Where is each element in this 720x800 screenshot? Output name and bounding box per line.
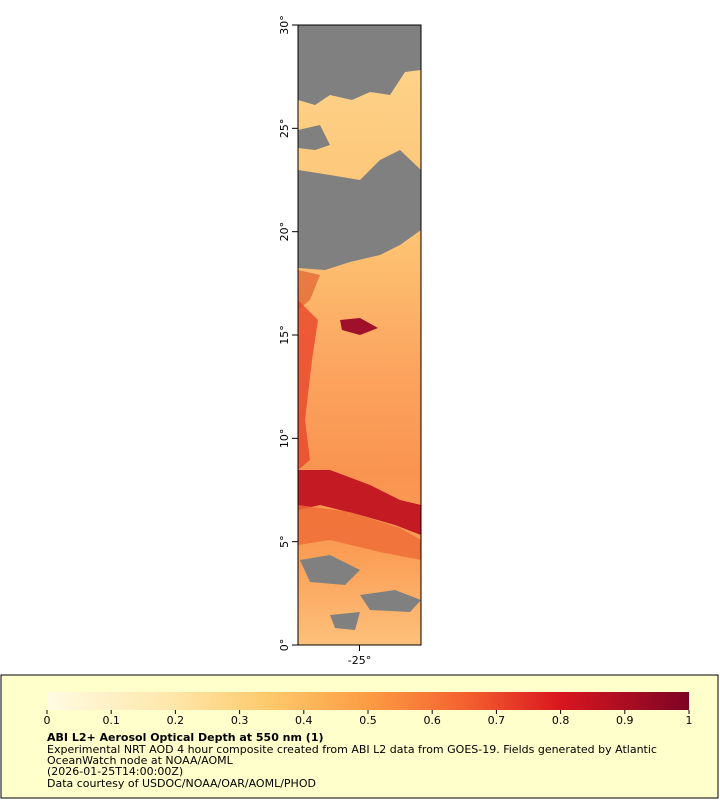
colorbar-tick-label: 0.1 bbox=[102, 714, 120, 727]
colorbar-axis: 0 0.1 0.2 0.3 0.4 0.5 0.6 0.7 0.8 0.9 1 bbox=[44, 710, 693, 727]
lat-tick-label: 5° bbox=[278, 535, 291, 548]
colorbar-tick-label: 0.4 bbox=[295, 714, 313, 727]
legend-line: Data courtesy of USDOC/NOAA/OAR/AOML/PHO… bbox=[47, 777, 316, 790]
lat-tick-label: 25° bbox=[278, 119, 291, 139]
colorbar-tick-label: 0.2 bbox=[167, 714, 185, 727]
map-axes: 0° 5° 10° 15° 20° 25° 30° -25° bbox=[278, 15, 371, 667]
colorbar-tick-label: 0.5 bbox=[359, 714, 377, 727]
lat-tick-label: 10° bbox=[278, 429, 291, 449]
aod-image bbox=[298, 25, 421, 645]
colorbar-tick-label: 0.6 bbox=[423, 714, 441, 727]
colorbar-tick-label: 0.9 bbox=[616, 714, 634, 727]
lat-tick-label: 20° bbox=[278, 222, 291, 242]
legend-line: Experimental NRT AOD 4 hour composite cr… bbox=[47, 743, 657, 756]
lat-tick-label: 30° bbox=[278, 15, 291, 35]
legend-line: OceanWatch node at NOAA/AOML bbox=[47, 754, 234, 767]
legend-line: (2026-01-25T14:00:00Z) bbox=[47, 765, 183, 778]
lat-tick-label: 0° bbox=[278, 639, 291, 652]
legend-title: ABI L2+ Aerosol Optical Depth at 550 nm … bbox=[47, 731, 324, 744]
colorbar bbox=[47, 692, 689, 710]
colorbar-tick-label: 0.7 bbox=[488, 714, 506, 727]
colorbar-tick-label: 1 bbox=[686, 714, 693, 727]
lat-tick-label: 15° bbox=[278, 325, 291, 345]
colorbar-tick-label: 0.8 bbox=[552, 714, 570, 727]
colorbar-tick-label: 0.3 bbox=[231, 714, 249, 727]
colorbar-tick-label: 0 bbox=[44, 714, 51, 727]
lon-tick-label: -25° bbox=[348, 654, 371, 667]
